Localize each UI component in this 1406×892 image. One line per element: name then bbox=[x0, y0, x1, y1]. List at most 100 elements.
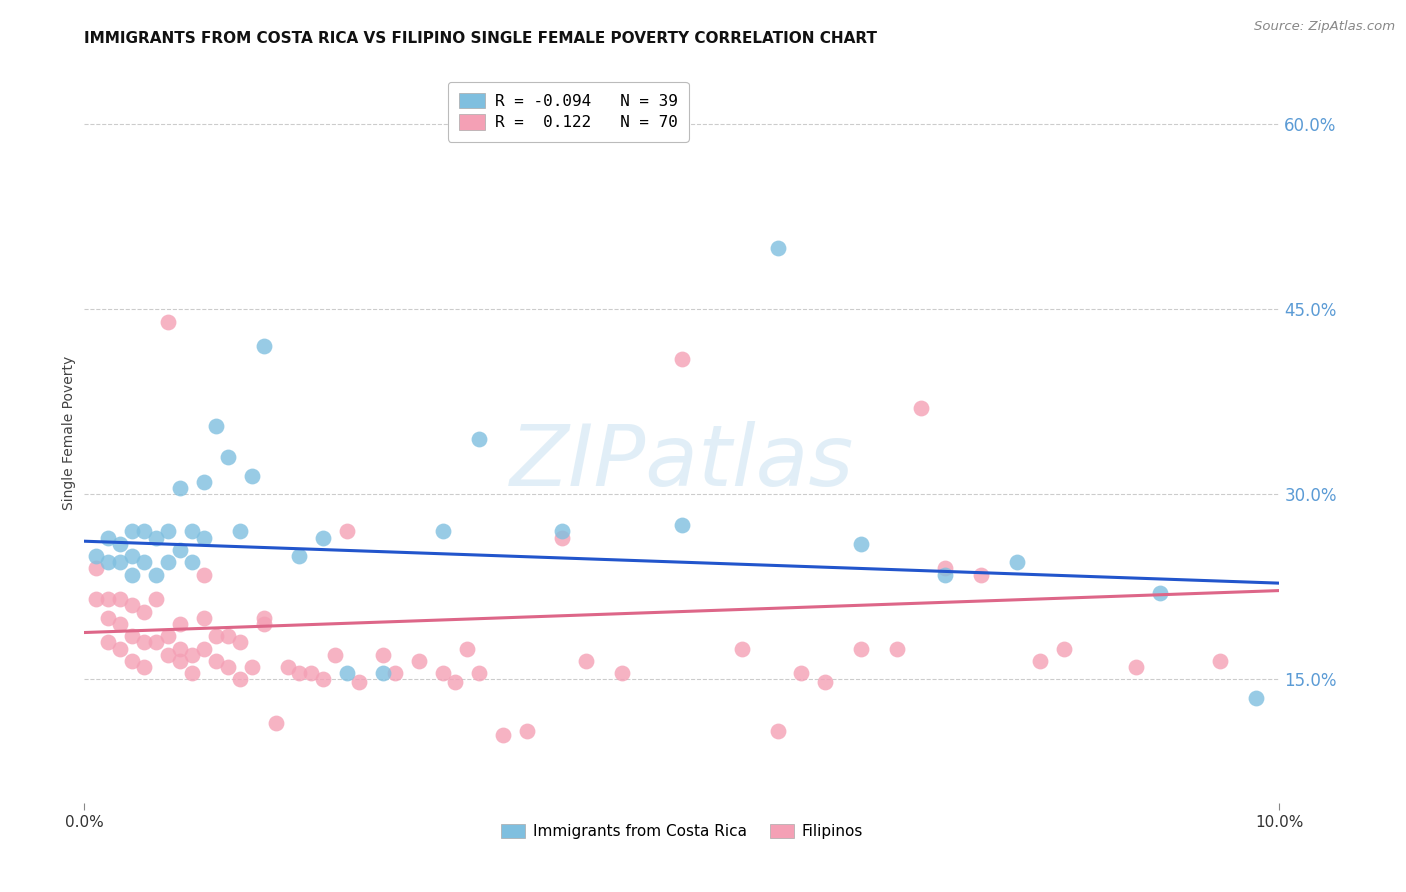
Point bbox=[790, 666, 813, 681]
Point bbox=[228, 635, 252, 649]
Point bbox=[157, 555, 180, 569]
Point bbox=[169, 641, 191, 656]
Point bbox=[253, 616, 276, 631]
Point bbox=[851, 641, 873, 656]
Point bbox=[181, 648, 204, 662]
Point bbox=[110, 592, 132, 607]
Point bbox=[444, 674, 467, 689]
Point bbox=[851, 536, 873, 550]
Point bbox=[97, 555, 120, 569]
Point bbox=[671, 518, 693, 533]
Point bbox=[1053, 641, 1076, 656]
Point bbox=[384, 666, 406, 681]
Point bbox=[157, 629, 180, 643]
Point bbox=[551, 531, 574, 545]
Point bbox=[240, 660, 263, 674]
Point bbox=[575, 654, 598, 668]
Y-axis label: Single Female Poverty: Single Female Poverty bbox=[62, 356, 76, 509]
Point bbox=[253, 610, 276, 624]
Point bbox=[181, 555, 204, 569]
Point bbox=[157, 314, 180, 328]
Point bbox=[1125, 660, 1147, 674]
Point bbox=[121, 524, 143, 539]
Point bbox=[97, 531, 120, 545]
Point bbox=[731, 641, 754, 656]
Point bbox=[132, 524, 156, 539]
Point bbox=[516, 724, 538, 739]
Point bbox=[205, 629, 228, 643]
Point bbox=[157, 648, 180, 662]
Point bbox=[253, 339, 276, 353]
Point bbox=[132, 605, 156, 619]
Point bbox=[217, 660, 239, 674]
Point bbox=[312, 673, 335, 687]
Point bbox=[264, 715, 287, 730]
Point bbox=[288, 666, 311, 681]
Point bbox=[1005, 555, 1028, 569]
Point bbox=[408, 654, 430, 668]
Point bbox=[456, 641, 478, 656]
Point bbox=[766, 724, 789, 739]
Point bbox=[814, 674, 837, 689]
Point bbox=[934, 561, 956, 575]
Point bbox=[145, 531, 167, 545]
Point bbox=[110, 616, 132, 631]
Text: ZIPatlas: ZIPatlas bbox=[510, 421, 853, 504]
Point bbox=[86, 549, 108, 563]
Point bbox=[492, 728, 515, 742]
Point bbox=[97, 610, 120, 624]
Text: IMMIGRANTS FROM COSTA RICA VS FILIPINO SINGLE FEMALE POVERTY CORRELATION CHART: IMMIGRANTS FROM COSTA RICA VS FILIPINO S… bbox=[84, 31, 877, 46]
Point bbox=[205, 419, 228, 434]
Point bbox=[145, 592, 167, 607]
Point bbox=[169, 654, 191, 668]
Point bbox=[612, 666, 634, 681]
Point bbox=[132, 555, 156, 569]
Point bbox=[970, 567, 993, 582]
Point bbox=[432, 666, 454, 681]
Point bbox=[240, 468, 263, 483]
Point bbox=[132, 660, 156, 674]
Point bbox=[910, 401, 932, 415]
Point bbox=[312, 531, 335, 545]
Point bbox=[110, 555, 132, 569]
Point bbox=[157, 524, 180, 539]
Point bbox=[325, 648, 347, 662]
Point bbox=[193, 641, 215, 656]
Point bbox=[121, 629, 143, 643]
Point bbox=[551, 524, 574, 539]
Point bbox=[1244, 690, 1267, 705]
Text: Source: ZipAtlas.com: Source: ZipAtlas.com bbox=[1254, 20, 1395, 33]
Point bbox=[132, 635, 156, 649]
Point bbox=[86, 561, 108, 575]
Point bbox=[181, 524, 204, 539]
Point bbox=[181, 666, 204, 681]
Point bbox=[145, 635, 167, 649]
Point bbox=[1209, 654, 1232, 668]
Point bbox=[121, 654, 143, 668]
Point bbox=[217, 450, 239, 465]
Point bbox=[145, 567, 167, 582]
Point bbox=[169, 616, 191, 631]
Point bbox=[934, 567, 956, 582]
Point bbox=[336, 524, 359, 539]
Point bbox=[110, 641, 132, 656]
Point bbox=[97, 592, 120, 607]
Point bbox=[193, 531, 215, 545]
Point bbox=[468, 666, 491, 681]
Point bbox=[193, 475, 215, 489]
Point bbox=[1149, 586, 1171, 600]
Point bbox=[217, 629, 239, 643]
Point bbox=[121, 549, 143, 563]
Point bbox=[349, 674, 371, 689]
Point bbox=[228, 524, 252, 539]
Point bbox=[169, 542, 191, 557]
Point bbox=[193, 610, 215, 624]
Point bbox=[671, 351, 693, 366]
Point bbox=[169, 481, 191, 495]
Point bbox=[97, 635, 120, 649]
Legend: Immigrants from Costa Rica, Filipinos: Immigrants from Costa Rica, Filipinos bbox=[494, 816, 870, 847]
Point bbox=[110, 536, 132, 550]
Point bbox=[121, 567, 143, 582]
Point bbox=[205, 654, 228, 668]
Point bbox=[228, 673, 252, 687]
